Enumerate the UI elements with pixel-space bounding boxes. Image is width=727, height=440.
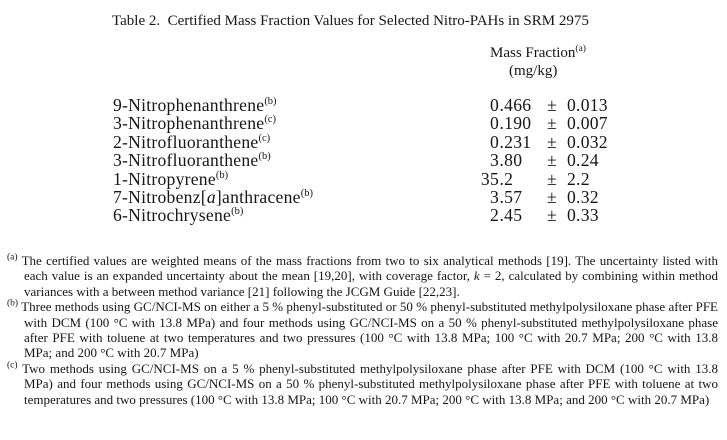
compound-name-cell: 6-Nitrochrysene(b) [113,206,243,224]
column-header-mass-fraction: Mass Fraction(a) [490,44,586,61]
footnote-ref: (c) [258,132,271,144]
footnote: (b) Three methods using GC/NCI-MS on eit… [7,299,718,361]
footnote: (c) Two methods using GC/NCI-MS on a 5 %… [7,361,718,407]
table-row: 3-Nitrofluoranthene(b) 3 .80 ± 0.24 [0,150,727,171]
mass-fraction-frac: .466 [499,95,532,115]
uncertainty-value: 0.013 [567,95,608,115]
mass-fraction-frac: .57 [499,186,523,207]
footnote-italic-term: k [473,268,480,284]
compound-name-cell: 1-Nitropyrene(b) [113,168,229,189]
footnotes: (a) The certified values are weighted me… [7,253,718,407]
uncertainty-value: 0.33 [567,205,599,226]
footnote-text-segment: The certified values are weighted means … [21,253,719,284]
plus-minus-symbol: ± [547,186,557,207]
footnote-ref: (b) [300,188,313,200]
footnote-ref: (b) [215,169,229,181]
table-row: 1-Nitropyrene(b) 35 .2 ± 2.2 [0,168,727,189]
uncertainty-value: 0.32 [567,186,599,207]
plus-minus-symbol: ± [547,168,557,189]
mass-fraction-int: 0 [489,131,499,152]
footnote-marker: (a) [7,252,18,263]
compound-name: 6-Nitrochrysene [113,205,232,226]
mass-fraction-frac: .45 [499,205,523,226]
plus-minus-symbol: ± [547,131,557,152]
compound-name-cell: 2-Nitrofluoranthene(c) [113,133,270,151]
footnote-ref: (c) [264,114,276,126]
footnote-text-segment: Two methods using GC/NCI-MS on a 5 % phe… [22,360,719,407]
table-row: 9-Nitrophenanthrene(b) 0 .466 ± 0.013 [0,95,727,115]
compound-name-suffix: ]anthracene [215,186,301,207]
table-row: 3-Nitrophenanthrene(c) 0 .190 ± 0.007 [0,113,727,134]
mass-fraction-frac: .190 [499,113,532,134]
footnote-ref: (a) [575,44,586,54]
compound-name: 1-Nitropyrene [113,168,216,189]
footnote-text-segment: Three methods using GC/NCI-MS on either … [21,299,719,361]
mass-fraction-int: 3 [489,186,499,207]
uncertainty-value: 0.007 [567,113,608,134]
compound-name-cell: 9-Nitrophenanthrene(b) [113,96,277,114]
compound-name: 3-Nitrofluoranthene [113,150,259,171]
compound-name-italic: a [206,186,216,207]
plus-minus-symbol: ± [547,205,557,226]
uncertainty-value: 0.032 [567,131,608,152]
mass-fraction-int: 35 [480,168,499,189]
compound-name-cell: 7-Nitrobenz[a]anthracene(b) [113,188,313,206]
compound-name-cell: 3-Nitrophenanthrene(c) [113,114,276,132]
plus-minus-symbol: ± [547,150,557,171]
footnote-ref: (b) [264,96,277,108]
mass-fraction-int: 0 [489,95,499,115]
table-row: 2-Nitrofluoranthene(c) 0 .231 ± 0.032 [0,131,727,152]
plus-minus-symbol: ± [547,95,557,115]
table-row: 7-Nitrobenz[a]anthracene(b) 3 .57 ± 0.32 [0,186,727,207]
compound-name: 7-Nitrobenz[ [113,186,207,207]
footnote-text: Two methods using GC/NCI-MS on a 5 % phe… [22,361,718,407]
column-header-label: Mass Fraction [490,45,576,61]
mass-fraction-frac: .2 [499,168,514,189]
mass-fraction-frac: .231 [499,131,532,152]
footnote-text-segment: = 2, calculated by combining within meth… [24,268,718,299]
compound-name: 3-Nitrophenanthrene [113,113,265,134]
uncertainty-value: 2.2 [567,168,590,189]
table-body: 9-Nitrophenanthrene(b) 0 .466 ± 0.013 3-… [0,96,727,225]
footnote-ref: (b) [231,206,244,218]
column-header-units: (mg/kg) [509,63,558,79]
footnote-marker: (c) [7,360,18,371]
mass-fraction-int: 3 [489,150,499,171]
compound-name: 2-Nitrofluoranthene [113,131,259,152]
footnote-marker: (b) [7,298,19,309]
table-caption: Table 2. Certified Mass Fraction Values … [112,13,589,29]
uncertainty-value: 0.24 [567,150,599,171]
footnote-text: Three methods using GC/NCI-MS on either … [21,299,718,360]
footnote-text: The certified values are weighted means … [22,253,718,299]
compound-name-cell: 3-Nitrofluoranthene(b) [113,151,271,169]
table-row: 6-Nitrochrysene(b) 2 .45 ± 0.33 [0,205,727,226]
compound-name: 9-Nitrophenanthrene [113,95,265,115]
mass-fraction-int: 0 [489,113,499,134]
footnote: (a) The certified values are weighted me… [7,253,718,299]
mass-fraction-frac: .80 [499,150,523,171]
plus-minus-symbol: ± [547,113,557,134]
mass-fraction-int: 2 [489,205,499,226]
footnote-ref: (b) [258,151,271,163]
